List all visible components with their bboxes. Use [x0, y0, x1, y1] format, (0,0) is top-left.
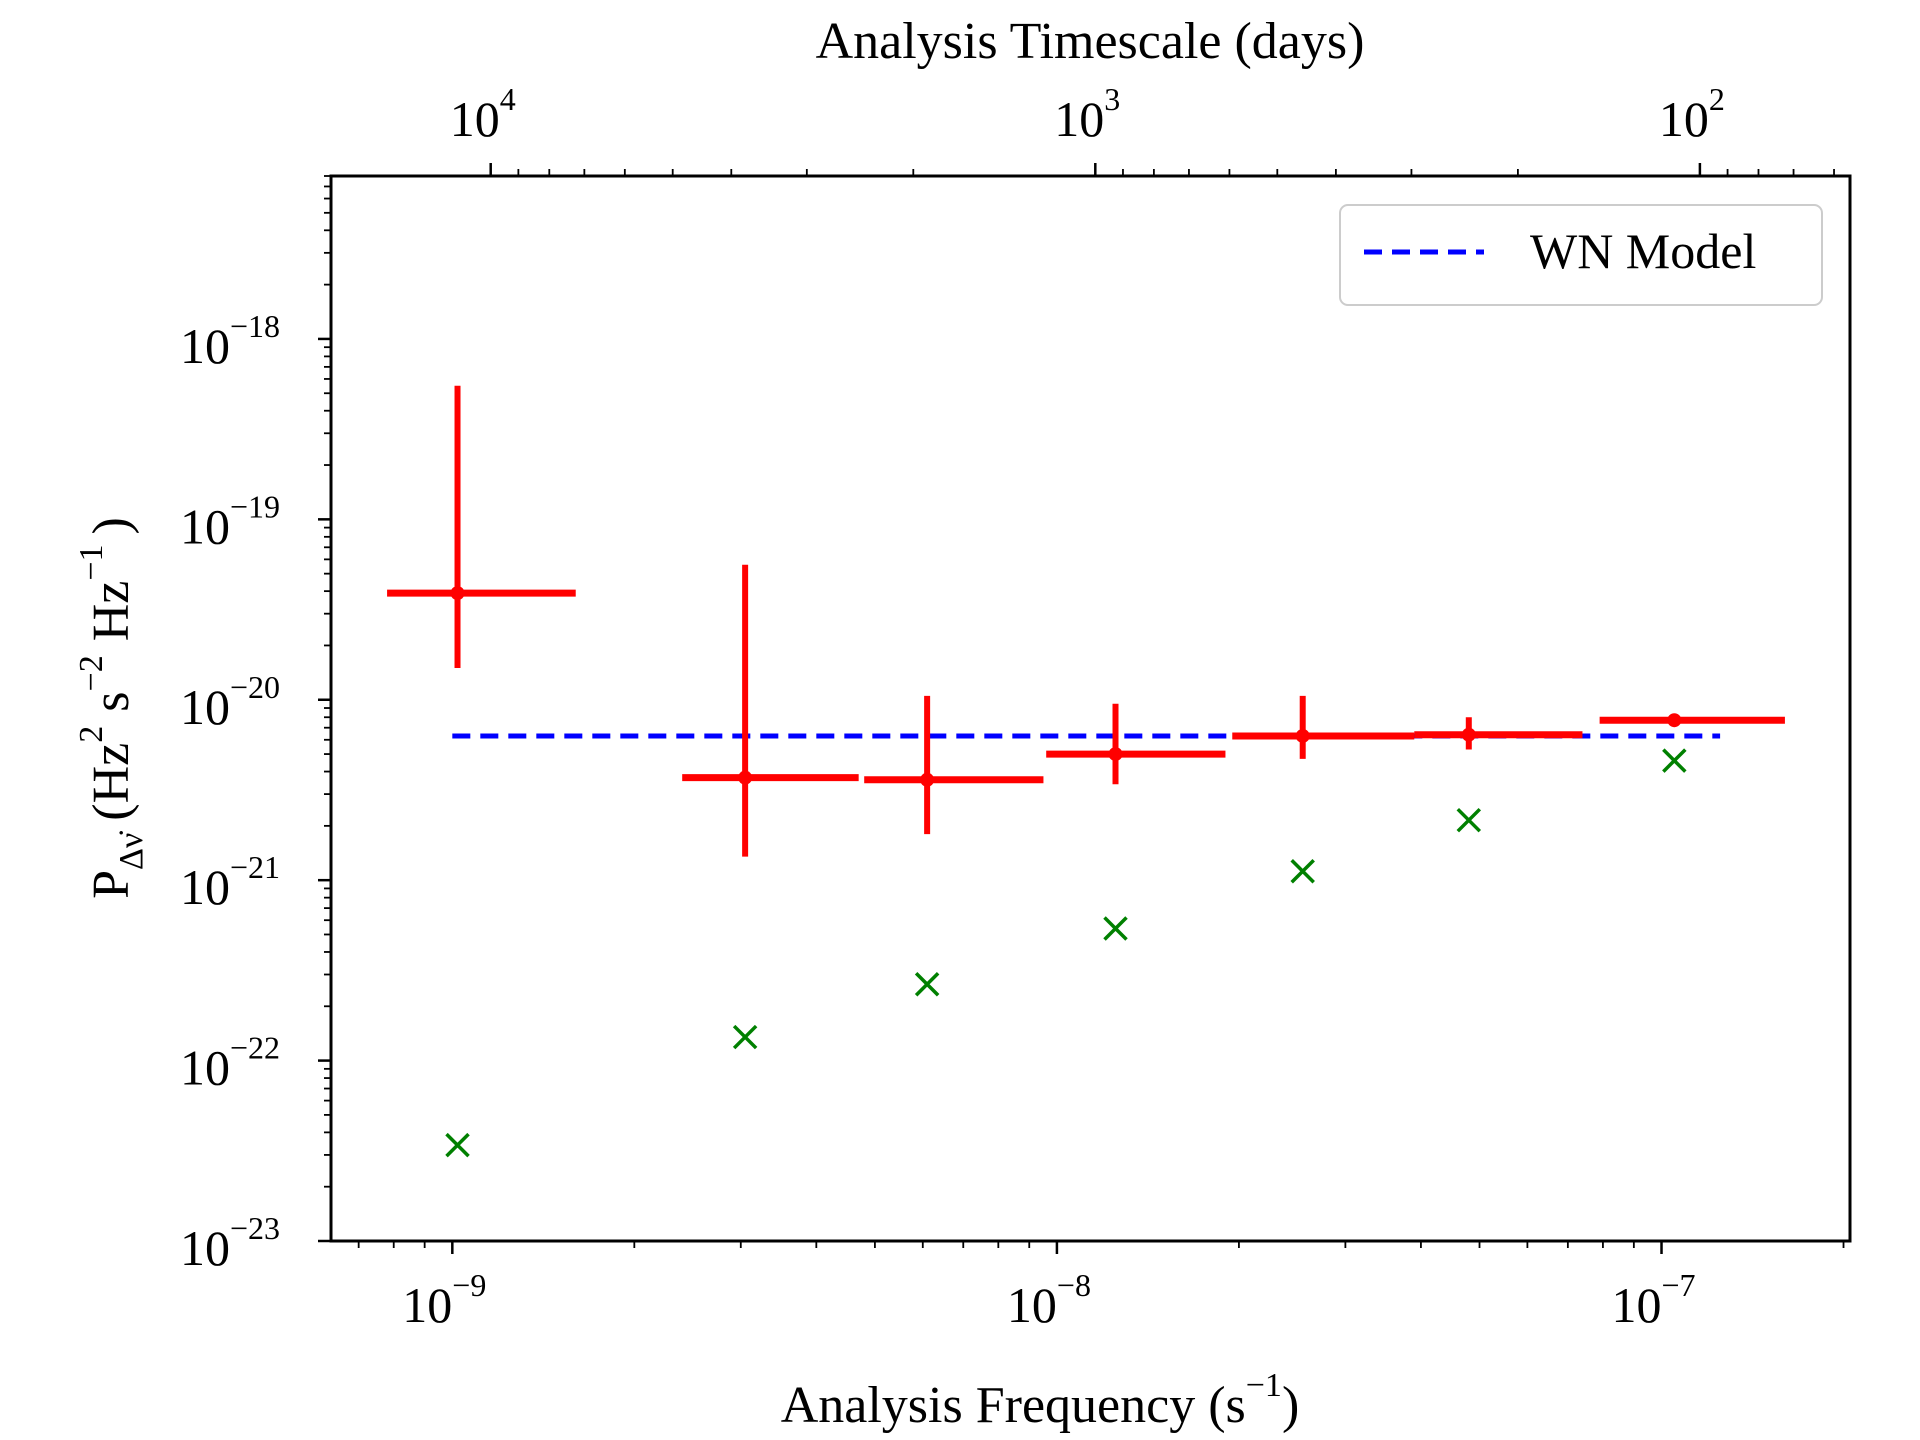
psd-marker [1108, 747, 1123, 762]
noise-floor-marker [1662, 748, 1687, 773]
y-tick-base: 10 [180, 498, 230, 554]
x-tick-exp: −8 [1057, 1267, 1091, 1303]
y-tick-label: 10−18 [180, 308, 280, 374]
y-tick-base: 10 [180, 1040, 230, 1096]
noise-floor-marker [732, 1024, 758, 1050]
y-tick-exp: −23 [230, 1210, 280, 1246]
x-tick-label: 10−8 [1007, 1267, 1091, 1333]
y-title-exp3: −1 [73, 544, 110, 580]
x-tick-label: 10−7 [1611, 1267, 1695, 1333]
psd-point [1599, 713, 1785, 728]
x-tick-base: 10 [1007, 1277, 1057, 1333]
noise-floor-marker-stroke [1290, 859, 1315, 884]
noise-floor-marker-stroke [1662, 748, 1687, 773]
psd-marker [1667, 713, 1682, 728]
noise-floor-marker-stroke [1103, 916, 1128, 941]
noise-floor-marker [1290, 859, 1315, 884]
noise-floor-marker [1103, 916, 1128, 941]
top-axis-title: Analysis Timescale (days) [816, 13, 1365, 70]
legend-box [1339, 204, 1823, 306]
psd-point [1046, 703, 1226, 785]
noise-floor-marker [1456, 807, 1482, 833]
noise-floor-marker-stroke [732, 1024, 758, 1050]
top-tick-exp: 4 [500, 81, 516, 117]
top-tick-label: 102 [1659, 81, 1725, 147]
y-tick-exp: −20 [230, 669, 280, 705]
y-title-prefix: P [83, 870, 140, 899]
y-tick-label: 10−20 [180, 669, 280, 735]
psd-point [682, 564, 859, 857]
psd-point [864, 695, 1044, 835]
tick-labels-layer: 10−9 10−8 10−710−2310−2210−2110−2010−1910−… [180, 81, 1725, 1333]
psd-marker [920, 772, 935, 787]
y-tick-label: 10−21 [180, 849, 280, 915]
y-tick-exp: −22 [230, 1030, 280, 1066]
top-tick-exp: 3 [1104, 81, 1120, 117]
y-axis-title: PΔν̇ (Hz2 s−2 Hz−1) [73, 517, 150, 899]
top-tick-label: 103 [1054, 81, 1120, 147]
x-tick-label: 10−9 [402, 1267, 486, 1333]
noise-floor-marker-stroke [914, 971, 940, 997]
noise-floor-marker [445, 1132, 470, 1158]
y-tick-exp: −18 [230, 308, 280, 344]
top-tick-label: 104 [450, 81, 516, 147]
y-tick-label: 10−22 [180, 1030, 280, 1096]
psd-point [387, 385, 576, 668]
x-tick-exp: −7 [1661, 1267, 1695, 1303]
y-title-s: s [83, 691, 140, 711]
y-tick-base: 10 [180, 859, 230, 915]
y-title-subscript: Δν̇ [113, 831, 150, 870]
y-tick-exp: −19 [230, 488, 280, 524]
noise-floor-marker-stroke [1456, 807, 1482, 833]
psd-marker [1461, 727, 1476, 742]
x-tick-base: 10 [402, 1277, 452, 1333]
x-axis-title: Analysis Frequency (s−1) [781, 1367, 1300, 1434]
x-axis-title-text: Analysis Frequency (s [781, 1377, 1246, 1434]
ticks-layer [318, 163, 1845, 1254]
legend: WN Model [1339, 204, 1823, 306]
y-title-exp2: −2 [73, 655, 110, 691]
plot-frame [329, 174, 1852, 1243]
y-tick-base: 10 [180, 679, 230, 735]
noise-floor-marker-stroke [445, 1132, 470, 1158]
noise-floor-marker [914, 971, 940, 997]
y-title-exp1: 2 [73, 726, 110, 743]
y-tick-label: 10−19 [180, 488, 280, 554]
psd-point [1232, 695, 1415, 759]
top-tick-base: 10 [1659, 91, 1709, 147]
y-title-hz: Hz [83, 581, 140, 642]
y-title-close: ) [83, 517, 140, 534]
data-layer [387, 385, 1785, 1158]
x-axis-title-close: ) [1282, 1377, 1299, 1434]
y-tick-label: 10−23 [180, 1210, 280, 1276]
x-axis-title-exp: −1 [1246, 1367, 1282, 1404]
y-title-open: (Hz [83, 743, 140, 821]
top-tick-base: 10 [450, 91, 500, 147]
psd-marker [738, 770, 753, 785]
y-tick-base: 10 [180, 318, 230, 374]
top-tick-base: 10 [1054, 91, 1104, 147]
psd-marker [1295, 728, 1310, 743]
y-tick-exp: −21 [230, 849, 280, 885]
svg-text:PΔν̇(Hz2s−2Hz−1): PΔν̇ (Hz2 s−2 Hz−1) [73, 517, 150, 899]
y-tick-base: 10 [180, 1220, 230, 1276]
x-tick-base: 10 [1611, 1277, 1661, 1333]
psd-point [1414, 717, 1583, 750]
legend-label-wn-model: WN Model [1530, 223, 1756, 279]
x-tick-exp: −9 [452, 1267, 486, 1303]
top-tick-exp: 2 [1709, 81, 1725, 117]
psd-marker [450, 586, 465, 601]
